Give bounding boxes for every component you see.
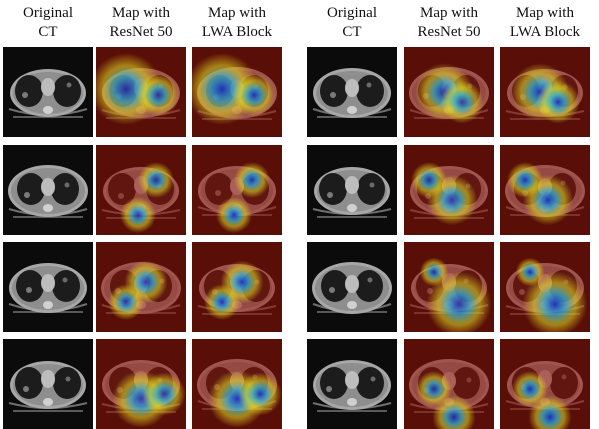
- lwa-heatmap-image-right-row3: [500, 242, 590, 332]
- ct-scan-image-right-row3: [307, 242, 397, 332]
- ct-scan-image-left-row2: [3, 145, 93, 235]
- lwa-heatmap-image-left-row4: [192, 339, 282, 429]
- ct-scan-image-right-row4: [307, 339, 397, 429]
- resnet50-heatmap-image-left-row3: [96, 242, 186, 332]
- resnet50-heatmap-image-left-row1: [96, 47, 186, 137]
- header-original-ct-left: Original CT: [23, 5, 73, 40]
- ct-scan-image-left-row4: [3, 339, 93, 429]
- lwa-heatmap-image-right-row1: [500, 47, 590, 137]
- resnet50-heatmap-image-left-row2: [96, 145, 186, 235]
- resnet50-heatmap-image-right-row4: [404, 339, 494, 429]
- lwa-heatmap-image-left-row1: [192, 47, 282, 137]
- header-resnet50-left: Map with ResNet 50: [109, 5, 173, 40]
- header-original-ct-right: Original CT: [327, 5, 377, 40]
- ct-scan-image-left-row3: [3, 242, 93, 332]
- ct-scan-image-right-row1: [307, 47, 397, 137]
- header-resnet50-right: Map with ResNet 50: [417, 5, 481, 40]
- header-lwa-right: Map with LWA Block: [509, 5, 581, 40]
- resnet50-heatmap-image-right-row3: [404, 242, 494, 332]
- resnet50-heatmap-image-right-row1: [404, 47, 494, 137]
- ct-scan-image-right-row2: [307, 145, 397, 235]
- resnet50-heatmap-image-right-row2: [404, 145, 494, 235]
- ct-scan-image-left-row1: [3, 47, 93, 137]
- lwa-heatmap-image-right-row4: [500, 339, 590, 429]
- resnet50-heatmap-image-left-row4: [96, 339, 186, 429]
- lwa-heatmap-image-right-row2: [500, 145, 590, 235]
- header-lwa-left: Map with LWA Block: [201, 5, 273, 40]
- lwa-heatmap-image-left-row2: [192, 145, 282, 235]
- lwa-heatmap-image-left-row3: [192, 242, 282, 332]
